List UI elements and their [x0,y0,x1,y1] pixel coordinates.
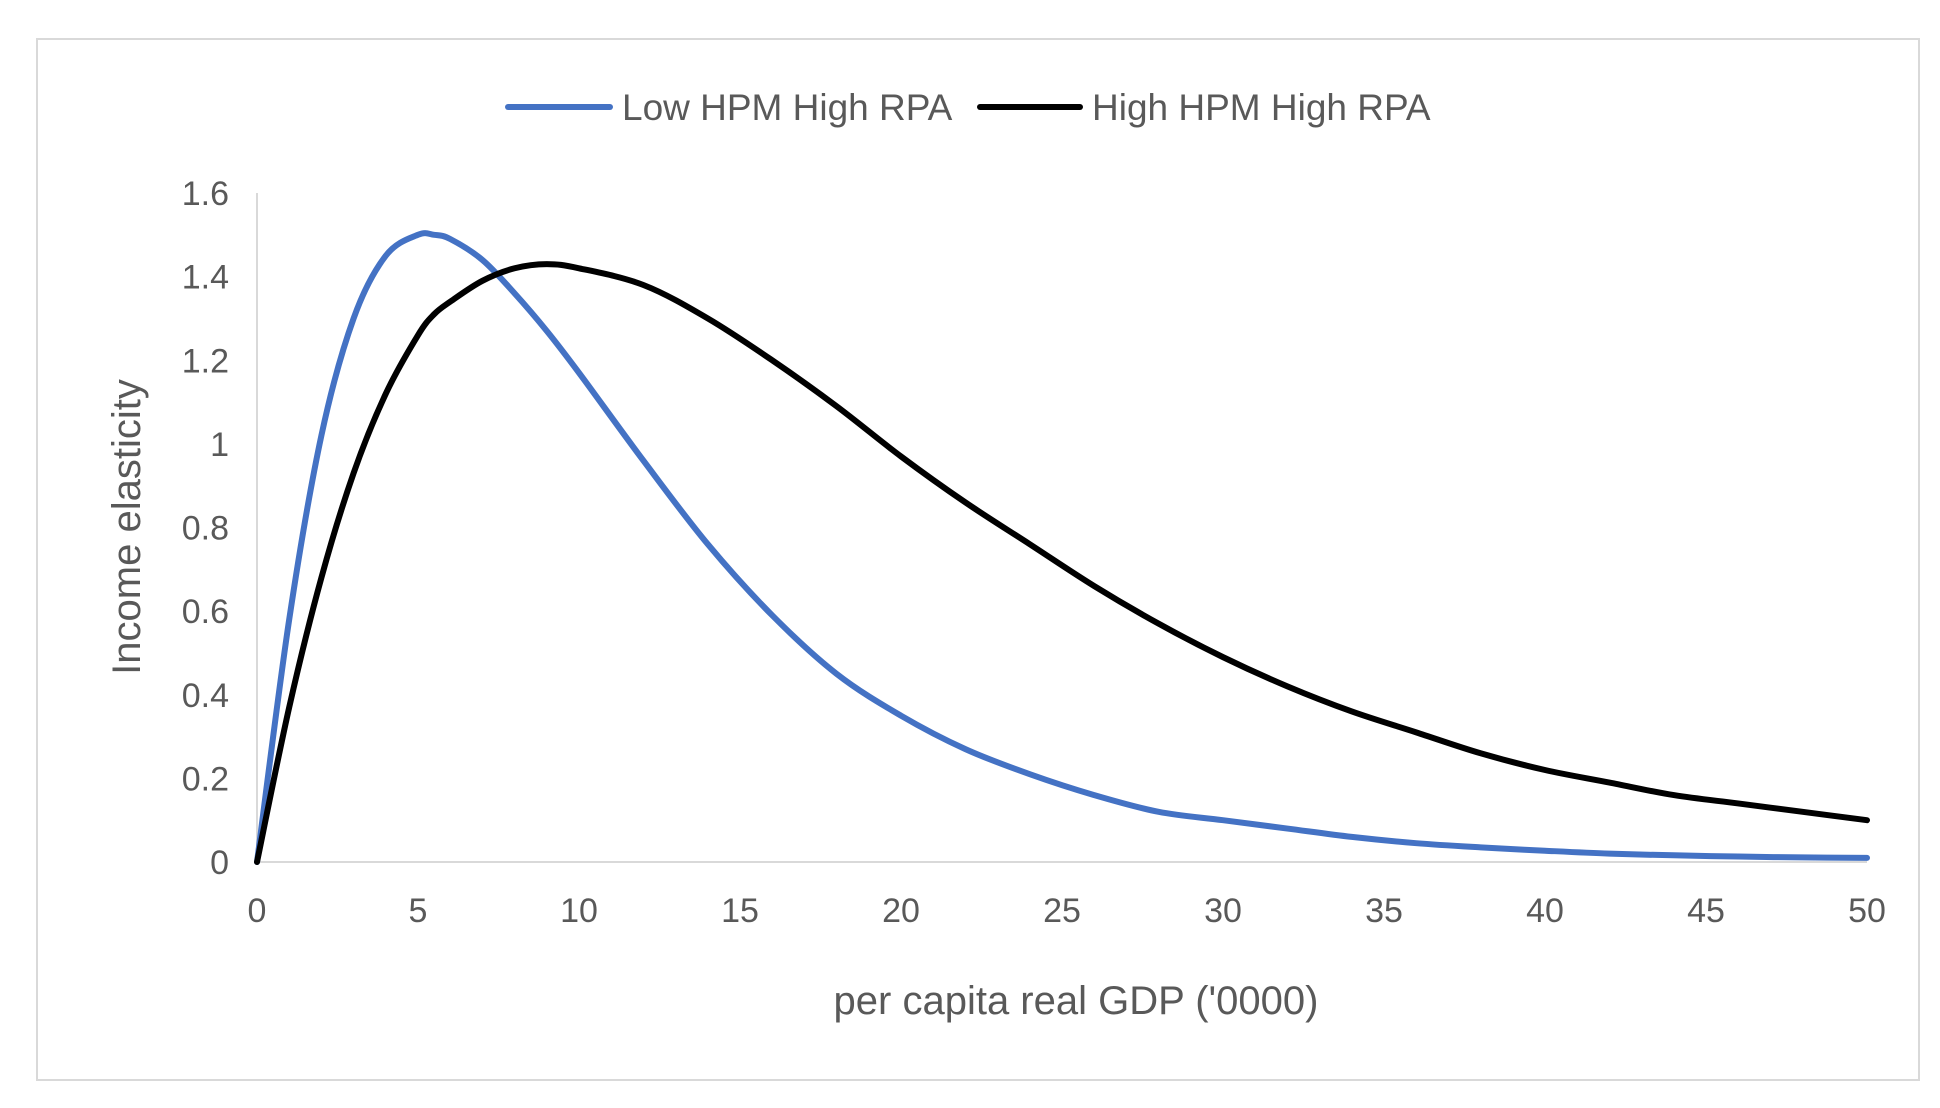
x-tick-label: 35 [1365,892,1403,930]
series-line-high-hpm-high-rpa [254,261,1870,865]
series-lines [254,230,1870,865]
x-tick-label: 45 [1687,892,1725,930]
x-tick-label: 0 [248,892,267,930]
x-tick-label: 50 [1848,892,1886,930]
legend: Low HPM High RPA High HPM High RPA [505,87,1431,128]
y-tick-label: 0.6 [182,593,229,631]
legend-label-high-hpm-high-rpa: High HPM High RPA [1092,87,1431,128]
x-tick-label: 5 [409,892,428,930]
y-tick-label: 0.2 [182,760,229,798]
x-axis-ticks: 0 5 10 15 20 25 30 35 40 45 50 [248,892,1886,930]
x-axis-title: per capita real GDP ('0000) [834,979,1319,1023]
y-axis-title: Income elasticity [105,379,149,675]
y-tick-label: 1 [210,426,229,464]
y-tick-label: 0 [210,844,229,882]
x-tick-label: 30 [1204,892,1242,930]
x-tick-label: 25 [1043,892,1081,930]
x-tick-label: 40 [1526,892,1564,930]
series-line-low-hpm-high-rpa [254,230,1870,865]
y-tick-label: 0.8 [182,510,229,548]
chart-frame [36,38,1920,1081]
y-tick-label: 1.2 [182,342,229,380]
y-tick-label: 1.6 [182,175,229,213]
x-tick-label: 10 [560,892,598,930]
y-tick-label: 1.4 [182,259,229,297]
y-axis-ticks: 0 0.2 0.4 0.6 0.8 1 1.2 1.4 1.6 [182,175,229,882]
y-tick-label: 0.4 [182,677,229,715]
x-tick-label: 20 [882,892,920,930]
x-tick-label: 15 [721,892,759,930]
legend-label-low-hpm-high-rpa: Low HPM High RPA [622,87,953,128]
